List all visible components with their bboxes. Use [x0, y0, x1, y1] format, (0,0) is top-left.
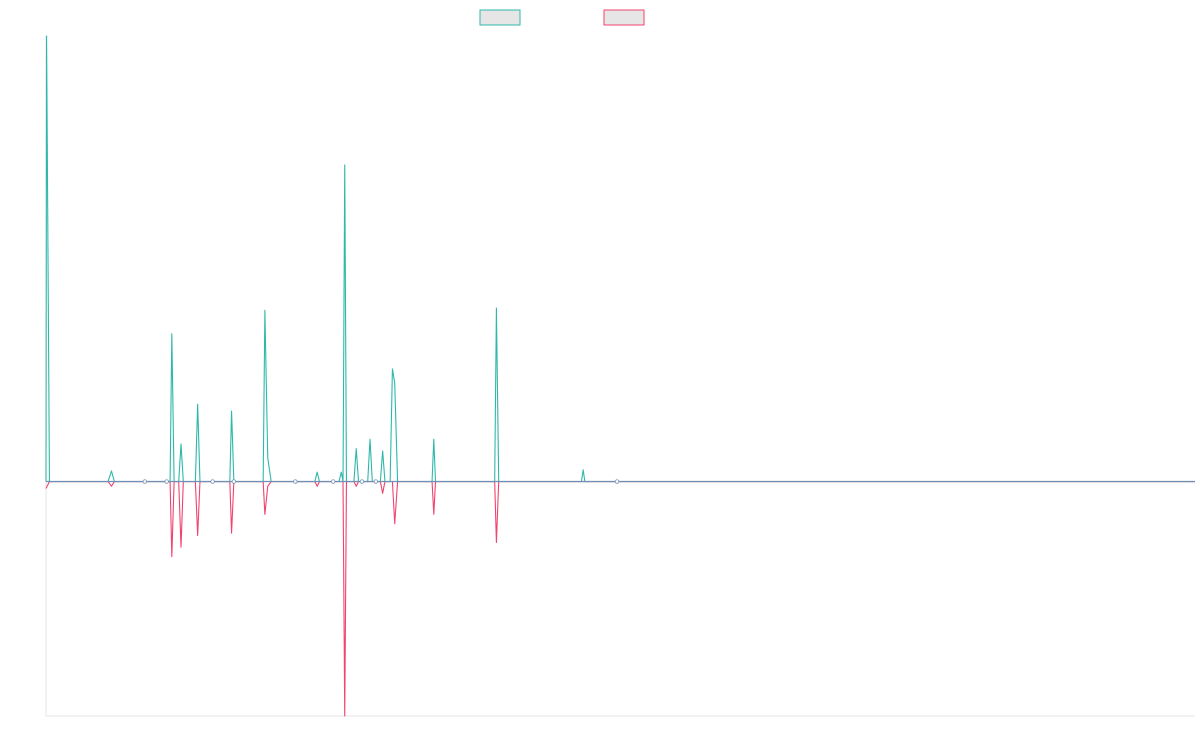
baseline-point — [231, 479, 237, 484]
baseline-point — [293, 479, 298, 484]
baseline-point — [142, 479, 148, 484]
baseline-point — [331, 479, 336, 484]
baseline-point — [614, 479, 620, 484]
baseline-point — [210, 479, 215, 484]
baseline-point — [373, 479, 378, 484]
series-line-negative — [45, 480, 1195, 717]
baseline-point — [164, 479, 169, 484]
baseline-point — [359, 479, 365, 484]
legend-swatch-negative[interactable] — [603, 9, 645, 26]
legend-swatch-positive[interactable] — [479, 9, 521, 26]
series-line-positive — [45, 35, 1195, 483]
